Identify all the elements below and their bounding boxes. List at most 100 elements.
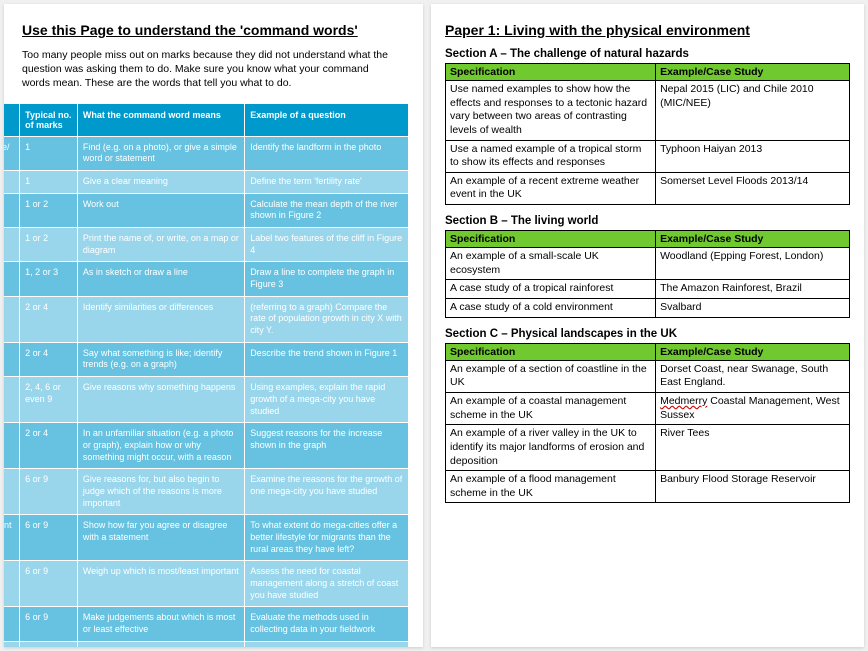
spec-cell: Svalbard xyxy=(656,299,850,318)
cmd-row: ne1Give a clear meaningDefine the term '… xyxy=(4,170,409,193)
cmd-cell: Draw a line to complete the graph in Fig… xyxy=(245,262,409,296)
cmd-header-cell: Typical no. of marks xyxy=(20,103,78,136)
section-heading: Section C – Physical landscapes in the U… xyxy=(445,328,850,340)
spec-row: An example of a recent extreme weather e… xyxy=(446,172,850,204)
cmd-cell: (referring to a graph) Compare the rate … xyxy=(245,296,409,342)
spec-row: A case study of a tropical rainforestThe… xyxy=(446,280,850,299)
spec-cell: Banbury Flood Storage Reservoir xyxy=(656,471,850,503)
spec-cell: Medmerry Coastal Management, West Sussex xyxy=(656,392,850,424)
spec-cell: An example of a small-scale UK ecosystem xyxy=(446,248,656,280)
spec-cell: River Tees xyxy=(656,425,850,471)
cmd-cell: Discuss the ways in which climate change… xyxy=(245,641,409,647)
cmd-header-cell: nmand word xyxy=(4,103,20,136)
cmd-cell: Evaluate the methods used in collecting … xyxy=(245,607,409,641)
cmd-cell: 1, 2 or 3 xyxy=(20,262,78,296)
cmd-cell: 6 or 9 xyxy=(20,641,78,647)
cmd-cell: tify/State/ e xyxy=(4,136,20,170)
spec-header-cell: Example/Case Study xyxy=(656,231,850,248)
spec-header-cell: Example/Case Study xyxy=(656,64,850,81)
right-page: Paper 1: Living with the physical enviro… xyxy=(431,4,864,647)
cmd-cell: 6 or 9 xyxy=(20,607,78,641)
spec-row: An example of a small-scale UK ecosystem… xyxy=(446,248,850,280)
cmd-row: hat extent …6 or 9Show how far you agree… xyxy=(4,515,409,561)
spec-cell: Dorset Coast, near Swanage, South East E… xyxy=(656,360,850,392)
cmd-cell: 1 xyxy=(20,136,78,170)
cmd-cell: 1 xyxy=(20,170,78,193)
cmd-row: tify/State/ e1Find (e.g. on a photo), or… xyxy=(4,136,409,170)
spec-row: An example of a river valley in the UK t… xyxy=(446,425,850,471)
cmd-cell: 6 or 9 xyxy=(20,469,78,515)
spec-cell: Somerset Level Floods 2013/14 xyxy=(656,172,850,204)
cmd-cell: In an unfamiliar situation (e.g. a photo… xyxy=(77,423,244,469)
spec-row: Use a named example of a tropical storm … xyxy=(446,140,850,172)
spec-cell: Use named examples to show how the effec… xyxy=(446,81,656,141)
spec-cell: Typhoon Haiyan 2013 xyxy=(656,140,850,172)
cmd-cell: 2 or 4 xyxy=(20,423,78,469)
spec-header-cell: Specification xyxy=(446,231,656,248)
cmd-row: ess6 or 9Weigh up which is most/least im… xyxy=(4,561,409,607)
cmd-cell: Identify similarities or differences xyxy=(77,296,244,342)
spec-cell: An example of a river valley in the UK t… xyxy=(446,425,656,471)
cmd-cell: As in sketch or draw a line xyxy=(77,262,244,296)
cmd-row: pare2 or 4Identify similarities or diffe… xyxy=(4,296,409,342)
cmd-row: ulate1 or 2Work outCalculate the mean de… xyxy=(4,193,409,227)
spec-cell: An example of a flood management scheme … xyxy=(446,471,656,503)
left-title: Use this Page to understand the 'command… xyxy=(22,22,409,38)
cmd-cell: Give an overview of a situation or a top… xyxy=(77,641,244,647)
spec-cell: A case study of a cold environment xyxy=(446,299,656,318)
cmd-cell: nine xyxy=(4,469,20,515)
cmd-cell: 6 or 9 xyxy=(20,561,78,607)
cmd-cell: 6 or 9 xyxy=(20,515,78,561)
spec-cell: Nepal 2015 (LIC) and Chile 2010 (MIC/NEE… xyxy=(656,81,850,141)
cmd-cell: Give reasons for, but also begin to judg… xyxy=(77,469,244,515)
cmd-cell: uate xyxy=(4,607,20,641)
cmd-cell: ne xyxy=(4,170,20,193)
cmd-cell: el xyxy=(4,227,20,261)
cmd-header-cell: What the command word means xyxy=(77,103,244,136)
cmd-cell: Give reasons why something happens xyxy=(77,377,244,423)
left-page: Use this Page to understand the 'command… xyxy=(4,4,423,647)
cmd-cell: pare xyxy=(4,296,20,342)
cmd-cell: 2 or 4 xyxy=(20,296,78,342)
cmd-cell: 2, 4, 6 or even 9 xyxy=(20,377,78,423)
spec-cell: An example of a section of coastline in … xyxy=(446,360,656,392)
cmd-cell: Identify the landform in the photo xyxy=(245,136,409,170)
spec-row: An example of a section of coastline in … xyxy=(446,360,850,392)
spec-table: SpecificationExample/Case StudyAn exampl… xyxy=(445,230,850,318)
cmd-cell: Make judgements about which is most or l… xyxy=(77,607,244,641)
spec-cell: A case study of a tropical rainforest xyxy=(446,280,656,299)
spec-header-cell: Specification xyxy=(446,343,656,360)
cmd-row: uate6 or 9Make judgements about which is… xyxy=(4,607,409,641)
cmd-cell: Using examples, explain the rapid growth… xyxy=(245,377,409,423)
intro-text: Too many people miss out on marks becaus… xyxy=(22,48,399,91)
spec-header-cell: Example/Case Study xyxy=(656,343,850,360)
cmd-cell: To what extent do mega-cities offer a be… xyxy=(245,515,409,561)
spec-row: An example of a flood management scheme … xyxy=(446,471,850,503)
cmd-cell: ain xyxy=(4,377,20,423)
command-words-table: nmand wordTypical no. of marksWhat the c… xyxy=(4,103,409,647)
cmd-cell: uss xyxy=(4,641,20,647)
cmd-cell: Label two features of the cliff in Figur… xyxy=(245,227,409,261)
right-title: Paper 1: Living with the physical enviro… xyxy=(445,22,850,38)
cmd-cell: Show how far you agree or disagree with … xyxy=(77,515,244,561)
cmd-cell: Work out xyxy=(77,193,244,227)
cmd-cell: Define the term 'fertility rate' xyxy=(245,170,409,193)
spec-row: A case study of a cold environmentSvalba… xyxy=(446,299,850,318)
cmd-cell: Calculate the mean depth of the river sh… xyxy=(245,193,409,227)
cmd-cell: Weigh up which is most/least important xyxy=(77,561,244,607)
section-heading: Section B – The living world xyxy=(445,215,850,227)
spec-cell: An example of a recent extreme weather e… xyxy=(446,172,656,204)
spec-cell: An example of a coastal management schem… xyxy=(446,392,656,424)
cmd-cell: Print the name of, or write, on a map or… xyxy=(77,227,244,261)
cmd-cell: Find (e.g. on a photo), or give a simple… xyxy=(77,136,244,170)
cmd-row: nine6 or 9Give reasons for, but also beg… xyxy=(4,469,409,515)
cmd-header-cell: Example of a question xyxy=(245,103,409,136)
spec-row: Use named examples to show how the effec… xyxy=(446,81,850,141)
spec-table: SpecificationExample/Case StudyUse named… xyxy=(445,63,850,205)
cmd-cell: 1 or 2 xyxy=(20,193,78,227)
cmd-row: uss6 or 9Give an overview of a situation… xyxy=(4,641,409,647)
section-heading: Section A – The challenge of natural haz… xyxy=(445,48,850,60)
cmd-cell: Assess the need for coastal management a… xyxy=(245,561,409,607)
cmd-row: ain2, 4, 6 or even 9Give reasons why som… xyxy=(4,377,409,423)
cmd-cell: Give a clear meaning xyxy=(77,170,244,193)
